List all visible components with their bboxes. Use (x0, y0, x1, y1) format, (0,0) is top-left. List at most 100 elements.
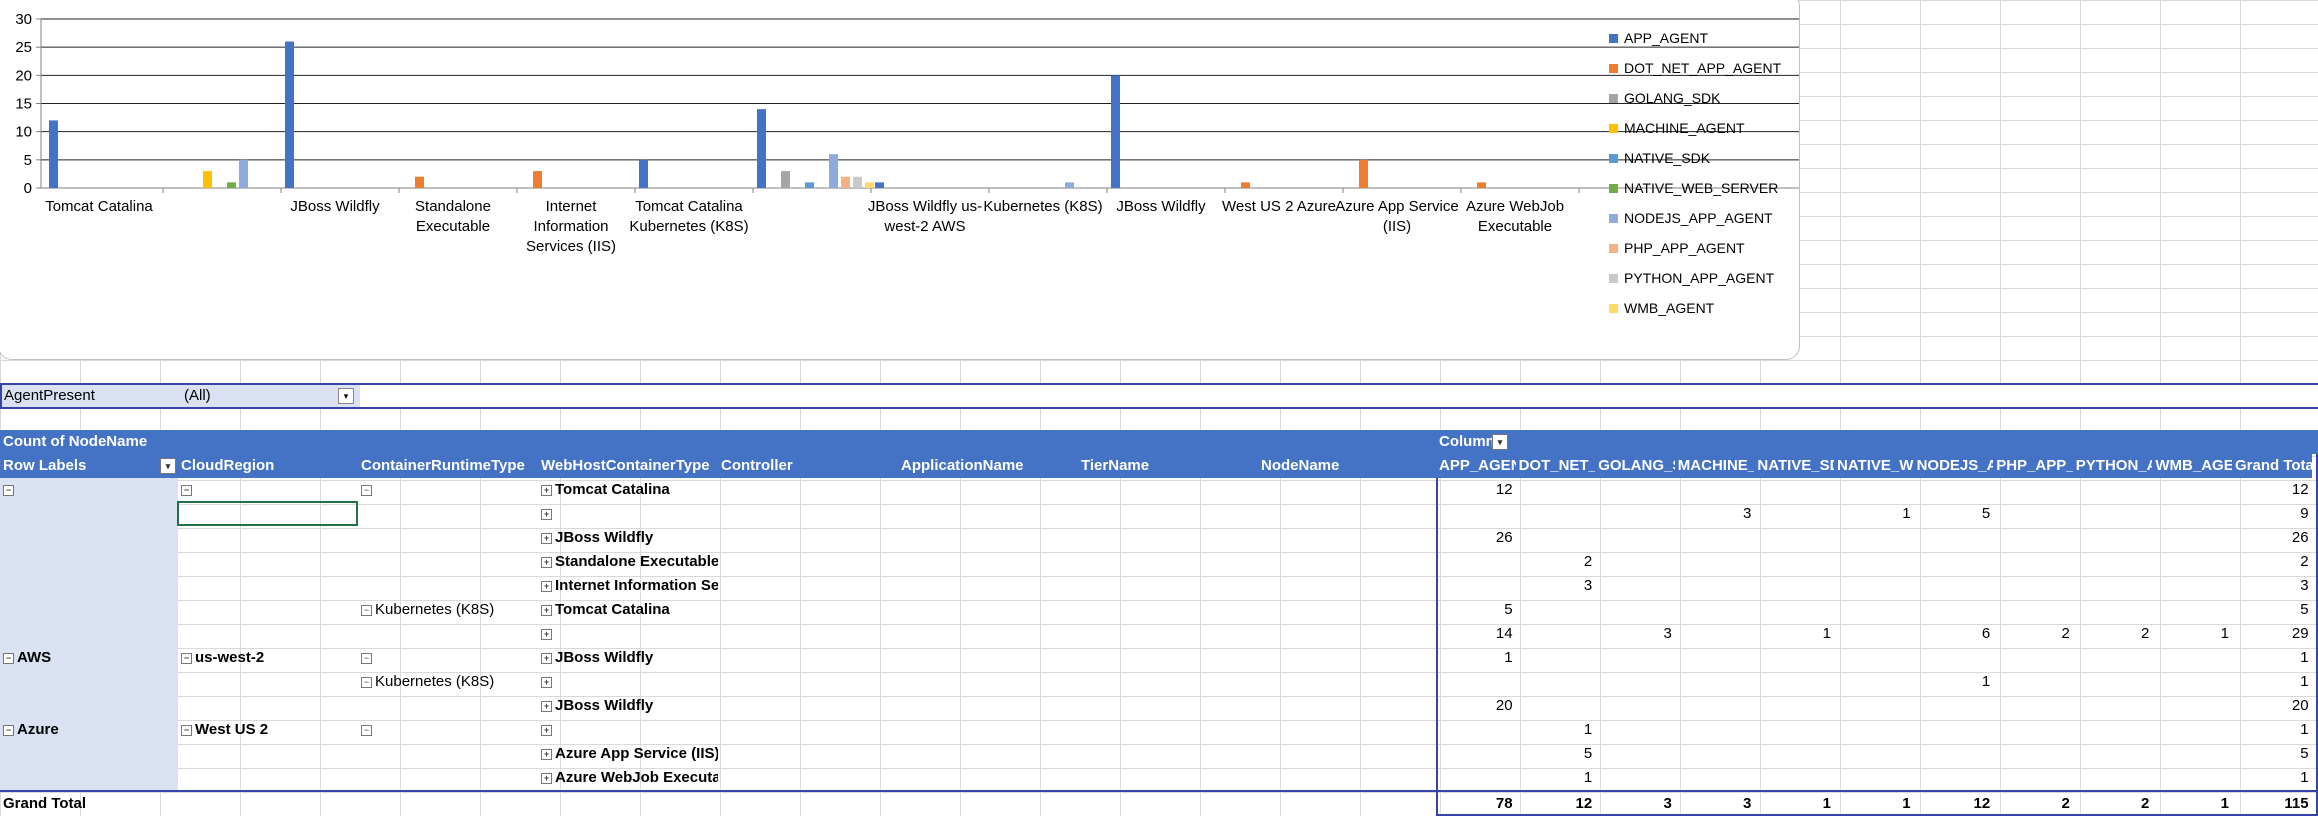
column-labels-header-text: Column (1439, 433, 1495, 450)
filter-dropdown-icon[interactable]: ▾ (338, 388, 354, 404)
collapse-icon[interactable]: − (181, 724, 192, 736)
pivot-row: +3 1 5 9 (0, 502, 2318, 526)
bar-nodejs-app-agent[interactable] (239, 159, 248, 188)
bar-nodejs-app-agent[interactable] (1065, 182, 1074, 188)
expand-icon[interactable]: + (541, 532, 552, 544)
pivot-value-cell (1914, 646, 1994, 670)
row-labels-dropdown-icon[interactable]: ▾ (160, 458, 176, 474)
value-header-php-app-agent-text: PHP_APP_AGENT (1996, 457, 2073, 474)
bar-wmb-agent[interactable] (865, 182, 874, 188)
pivot-value-cell (1595, 646, 1675, 670)
bar-php-app-agent[interactable] (841, 176, 850, 188)
expand-icon[interactable]: + (541, 556, 552, 568)
row-label-runtime (358, 502, 538, 526)
pivot-value-cell (1914, 742, 1994, 766)
pivot-value-cell (1754, 526, 1834, 550)
legend-label: NATIVE_SDK (1624, 150, 1711, 166)
pivot-row: +14 3 1 6 2 2 1 29 (0, 622, 2318, 646)
pivot-value-cell (1754, 670, 1834, 694)
column-filter-dropdown-icon[interactable]: ▾ (1492, 434, 1508, 450)
value-header-nodejs-app-agent-text: NODEJS_APP_AGENT (1916, 457, 1994, 474)
row-label-empty (718, 718, 898, 742)
bar-nodejs-app-agent[interactable] (829, 154, 838, 188)
expand-icon[interactable]: + (541, 628, 552, 640)
bar-app-agent[interactable] (1111, 75, 1120, 188)
pivot-value-cell (1993, 694, 2073, 718)
expand-icon[interactable]: + (541, 700, 552, 712)
column-labels-header[interactable]: Column ▾ (1436, 430, 2318, 454)
pivot-value-cell (1993, 646, 2073, 670)
expand-icon[interactable]: + (541, 580, 552, 592)
expand-icon[interactable]: + (541, 772, 552, 784)
row-label-runtime (358, 550, 538, 574)
expand-icon[interactable]: + (541, 652, 552, 664)
collapse-icon[interactable]: − (361, 604, 372, 616)
active-cell-selection[interactable] (177, 501, 358, 526)
row-label-region-text: West US 2 (195, 721, 269, 738)
bar-app-agent[interactable] (49, 120, 58, 188)
pivot-value-cell: 3 (1595, 622, 1675, 646)
collapse-icon[interactable]: − (181, 652, 192, 664)
pivot-value-cell-text: 1 (1583, 721, 1593, 738)
bar-python-app-agent[interactable] (853, 176, 862, 188)
bar-app-agent[interactable] (875, 182, 884, 188)
legend-item: WMB_AGENT (1609, 293, 1781, 323)
bar-app-agent[interactable] (285, 41, 294, 189)
pivot-value-cell-text: 5 (1583, 745, 1593, 762)
expand-icon[interactable]: + (541, 484, 552, 496)
grand-total-cell-text: 2 (2061, 795, 2070, 812)
pivot-value-cell (2152, 574, 2232, 598)
collapse-icon[interactable]: − (361, 652, 372, 664)
pivot-value-cell: 12 (2232, 478, 2312, 502)
bar-native-sdk[interactable] (805, 182, 814, 188)
bar-app-agent[interactable] (639, 159, 648, 188)
pivot-value-cell: 9 (2232, 502, 2312, 526)
pivot-row: + Standalone Executable 2 2 (0, 550, 2318, 574)
row-label-webhost-text: JBoss Wildfly (555, 697, 654, 714)
pivot-value-cell (1993, 550, 2073, 574)
bar-native-web-server[interactable] (227, 182, 236, 188)
bar-machine-agent[interactable] (203, 171, 212, 188)
value-header-python-app-agent-text: PYTHON_APP_AGENT (2075, 457, 2153, 474)
pivot-chart[interactable]: 0 5 10 15 20 25 30 APP_AGENT DOT_NET_APP_AGENT G… (0, 0, 1800, 360)
bar-dot-net-app-agent[interactable] (1241, 182, 1250, 188)
pivot-value-cell (1595, 742, 1675, 766)
collapse-icon[interactable]: − (361, 724, 372, 736)
pivot-value-cell-text: 5 (1981, 505, 1991, 522)
pivot-value-cell: 1 (1436, 646, 1516, 670)
value-header-app-agent-text: APP_AGENT (1439, 457, 1516, 474)
pivot-value-cell-text: 3 (1743, 505, 1752, 522)
bar-golang-sdk[interactable] (781, 171, 790, 188)
expand-icon[interactable]: + (541, 508, 552, 520)
collapse-icon[interactable]: − (181, 484, 192, 496)
collapse-icon[interactable]: − (3, 652, 14, 664)
expand-icon[interactable]: + (541, 676, 552, 688)
pivot-value-cell (2073, 526, 2153, 550)
row-header-row-labels[interactable]: Row Labels ▾ (0, 454, 178, 478)
filter-field-value[interactable]: (All) (180, 385, 360, 407)
pivot-value-cell-text: 9 (2300, 505, 2309, 522)
collapse-icon[interactable]: − (361, 676, 372, 688)
row-label-empty (1078, 478, 1258, 502)
row-header-cloudregion-text: CloudRegion (181, 457, 275, 474)
pivot-value-cell (1675, 526, 1755, 550)
expand-icon[interactable]: + (541, 724, 552, 736)
bar-app-agent[interactable] (757, 109, 766, 188)
collapse-icon[interactable]: − (3, 484, 14, 496)
legend-swatch (1609, 123, 1618, 133)
expand-icon[interactable]: + (541, 604, 552, 616)
row-label-empty (1078, 526, 1258, 550)
bar-dot-net-app-agent[interactable] (533, 171, 542, 188)
collapse-icon[interactable]: − (3, 724, 14, 736)
expand-icon[interactable]: + (541, 748, 552, 760)
value-header-golang-sdk: GOLANG_SDK (1595, 454, 1675, 478)
bar-dot-net-app-agent[interactable] (1477, 182, 1486, 188)
y-tick-label: 5 (24, 152, 32, 169)
collapse-icon[interactable]: − (361, 484, 372, 496)
pivot-value-cell (2073, 766, 2153, 790)
bar-dot-net-app-agent[interactable] (415, 176, 424, 188)
pivot-row: − Kubernetes (K8S) + Tomcat Catalina 5 5 (0, 598, 2318, 622)
bar-dot-net-app-agent[interactable] (1359, 159, 1368, 188)
pivot-value-cell: 29 (2232, 622, 2312, 646)
pivot-value-cell (2073, 478, 2153, 502)
